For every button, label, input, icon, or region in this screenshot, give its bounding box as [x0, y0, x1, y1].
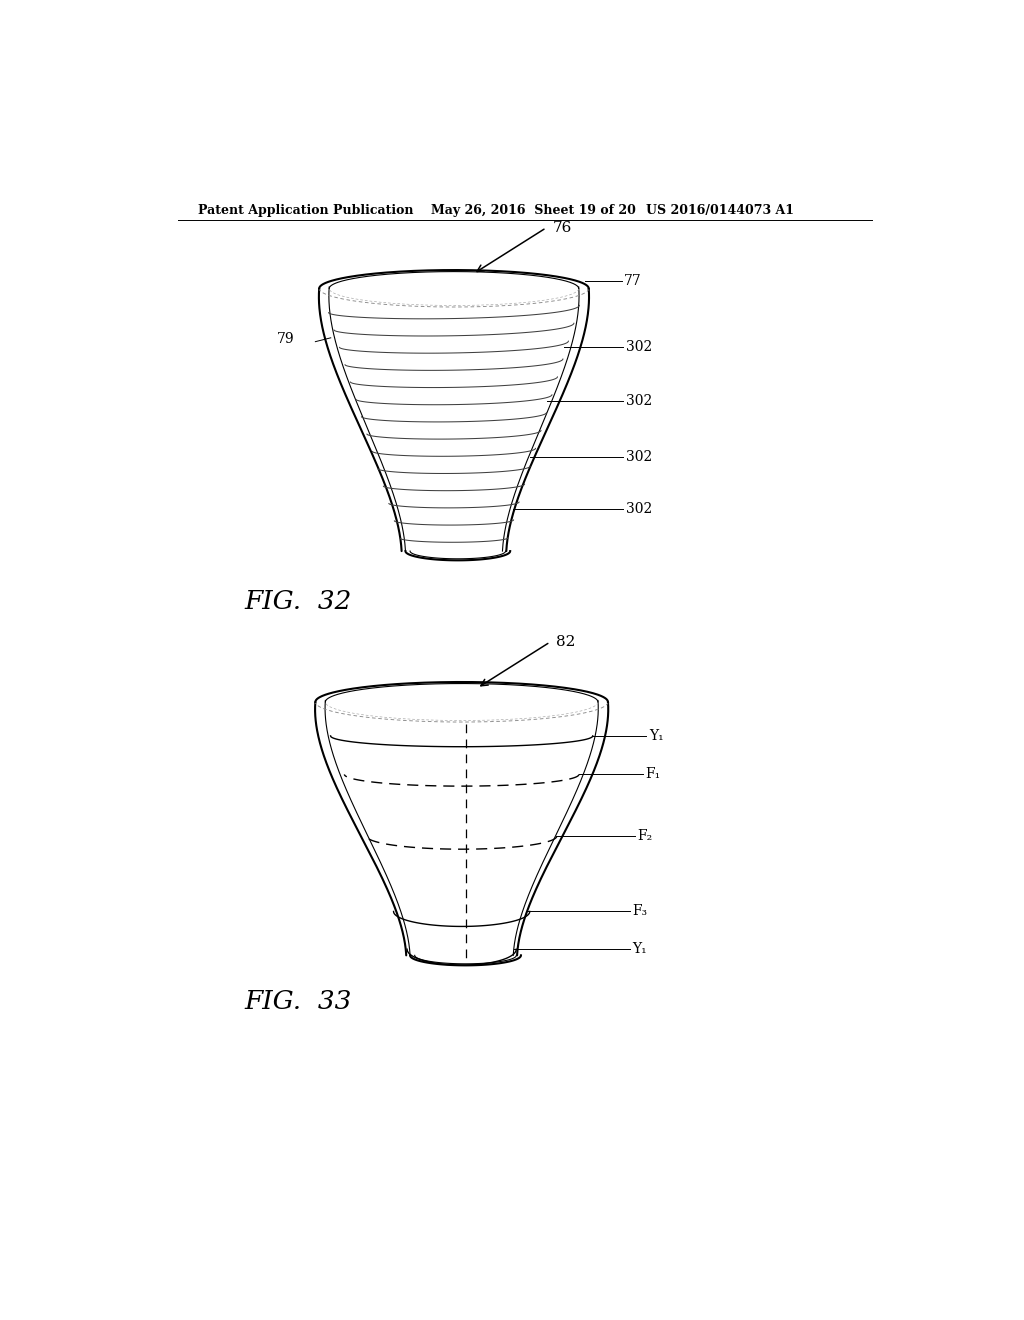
Text: FIG.  33: FIG. 33 — [245, 989, 352, 1014]
Text: F₃: F₃ — [632, 904, 647, 919]
Text: 79: 79 — [276, 333, 295, 346]
Text: FIG.  32: FIG. 32 — [245, 589, 352, 614]
Text: 302: 302 — [626, 450, 652, 465]
Text: US 2016/0144073 A1: US 2016/0144073 A1 — [646, 205, 795, 218]
Text: Y₁: Y₁ — [649, 729, 664, 743]
Text: 77: 77 — [625, 273, 642, 288]
Text: 302: 302 — [626, 341, 652, 354]
Text: 302: 302 — [626, 502, 652, 516]
Text: 82: 82 — [556, 635, 575, 649]
Text: Patent Application Publication: Patent Application Publication — [199, 205, 414, 218]
Text: May 26, 2016  Sheet 19 of 20: May 26, 2016 Sheet 19 of 20 — [431, 205, 636, 218]
Text: 302: 302 — [626, 393, 652, 408]
Text: F₂: F₂ — [637, 829, 652, 843]
Text: F₁: F₁ — [645, 767, 660, 781]
Text: 76: 76 — [553, 220, 571, 235]
Text: Y₁: Y₁ — [632, 942, 646, 956]
